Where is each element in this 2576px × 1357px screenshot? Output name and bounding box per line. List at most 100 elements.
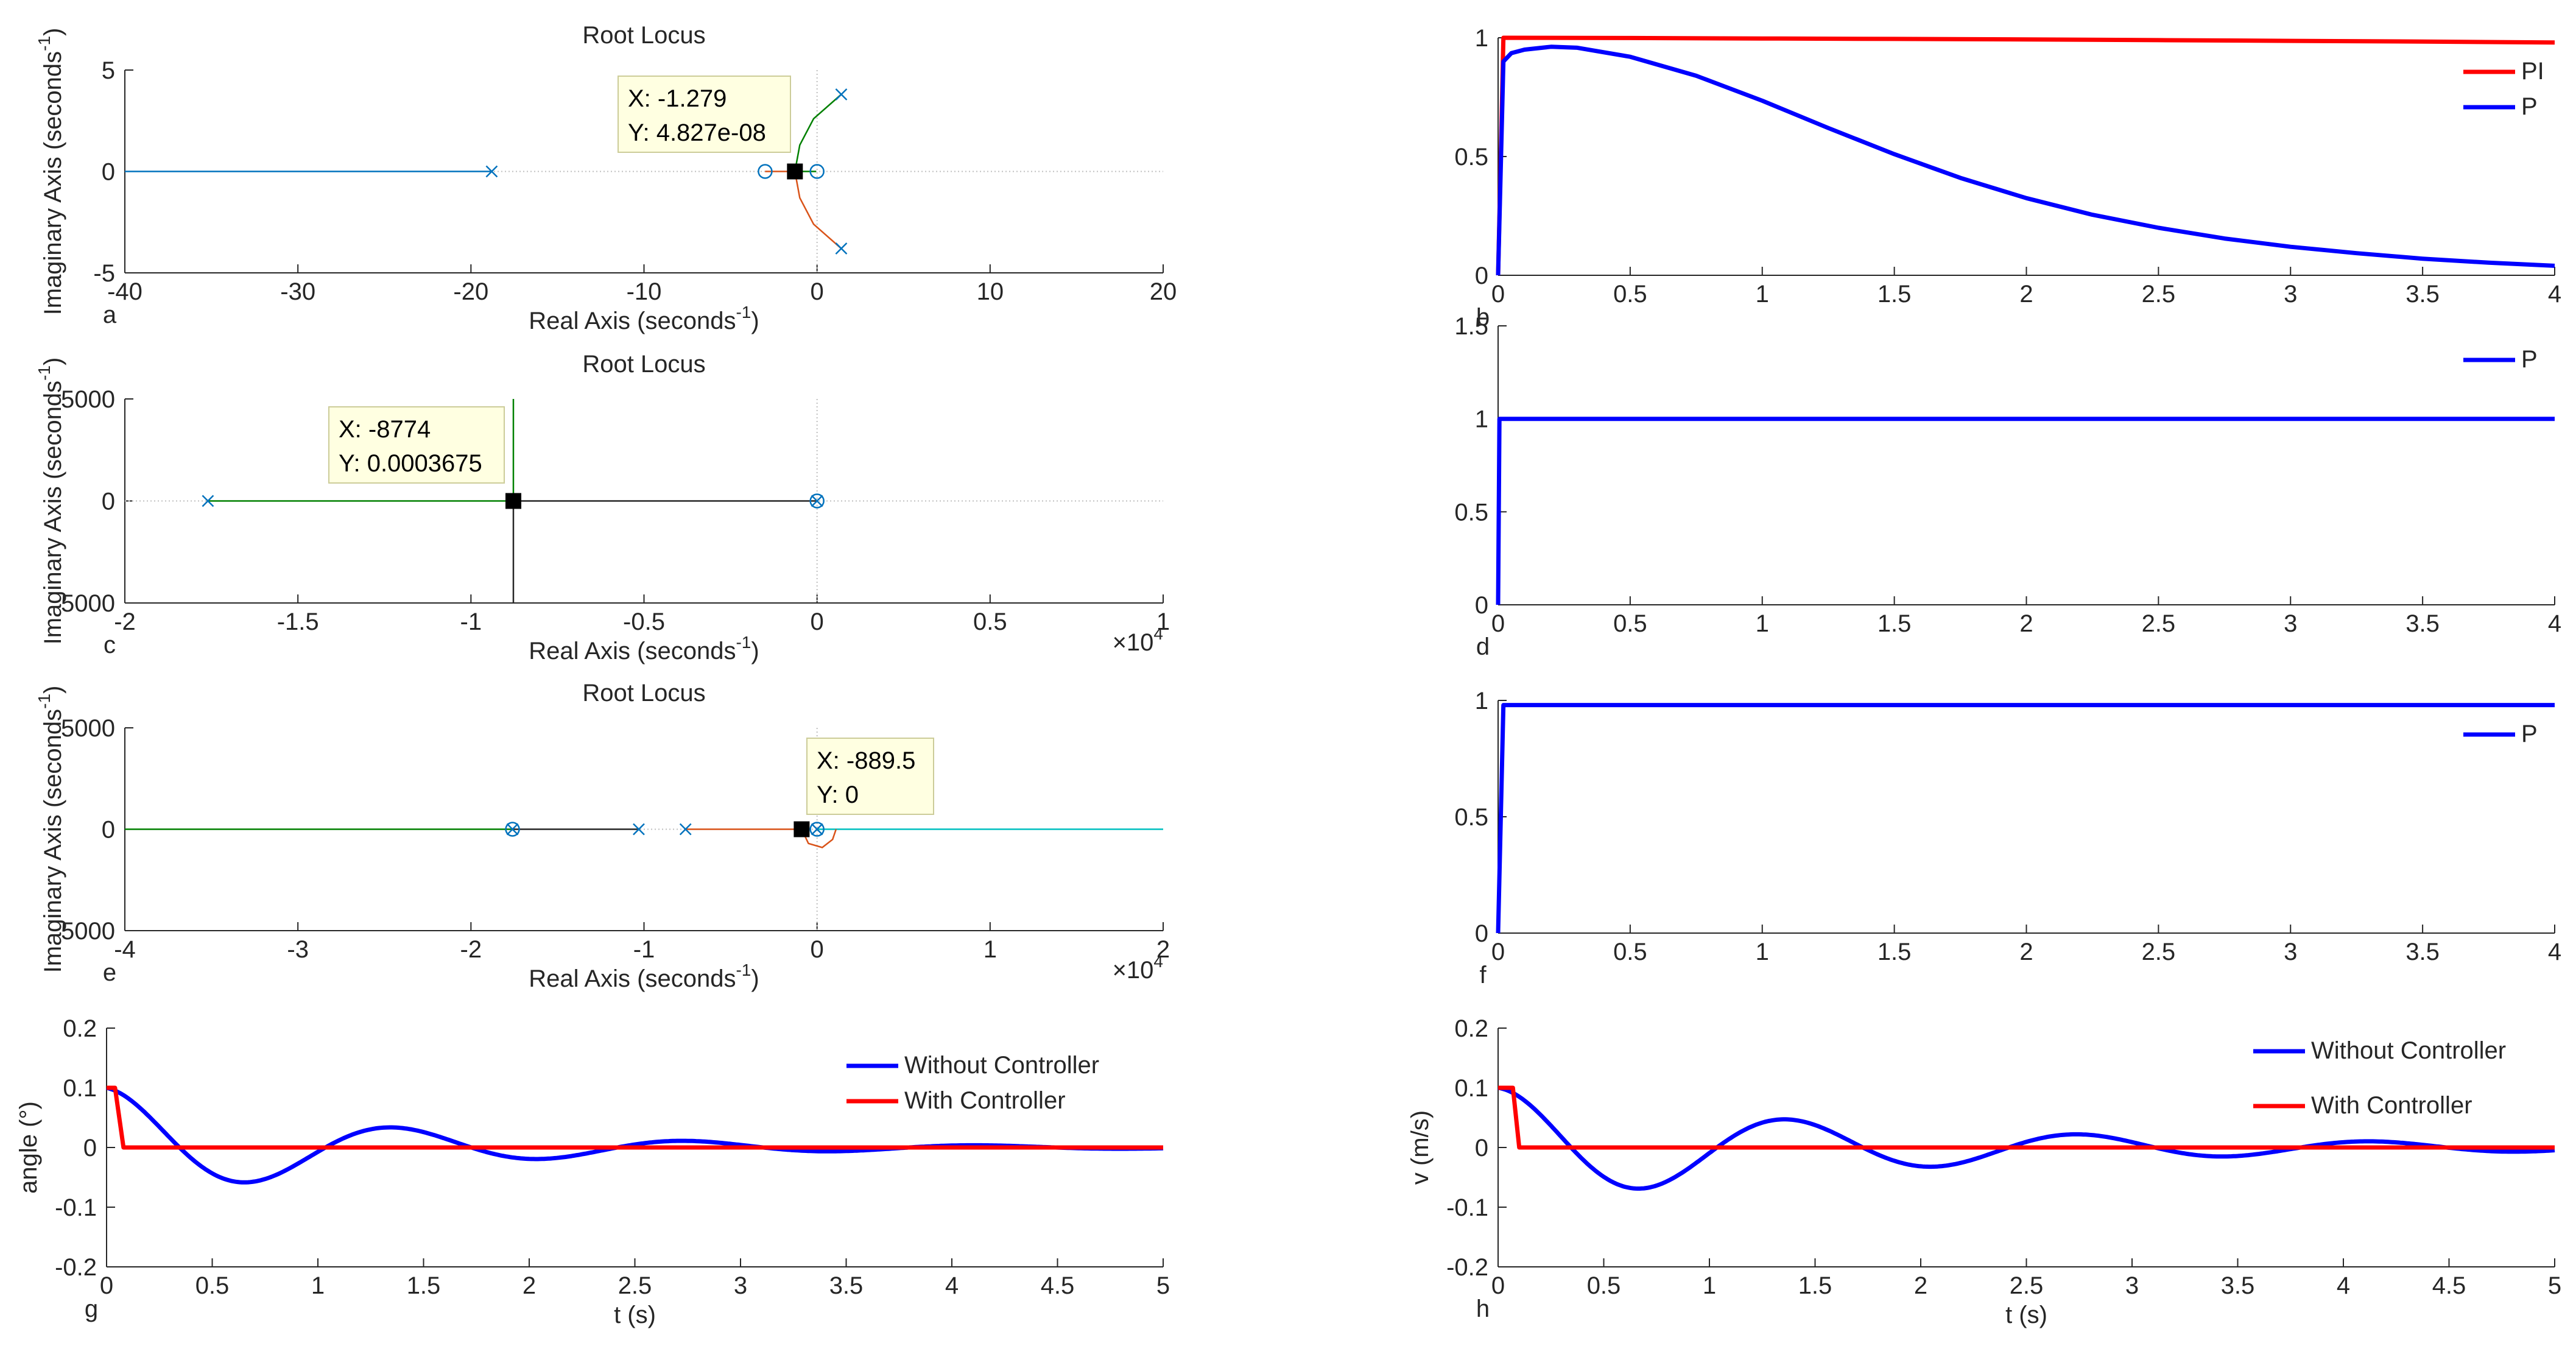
chart-title: Root Locus	[582, 351, 705, 378]
x-tick-label: 5	[1156, 1272, 1170, 1299]
x-tick-label: 2	[1156, 936, 1170, 963]
zero-marker	[758, 164, 773, 179]
x-tick-label: 0.5	[1613, 939, 1647, 965]
y-tick-label: 0	[83, 1135, 97, 1161]
x-tick-label: 0	[1491, 1272, 1505, 1299]
y-axis-label-end: )	[40, 358, 66, 365]
datatip-y-text: Y: 0	[817, 781, 859, 808]
pole-marker	[835, 242, 848, 255]
x-tick-label: 3.5	[2405, 610, 2440, 637]
locus-branch	[765, 171, 842, 249]
y-axis-label-main: Imaginary Axis (seconds	[40, 381, 66, 645]
datatip-x-text: X: -1.279	[628, 85, 727, 112]
y-tick-label: 5	[102, 57, 115, 84]
x-tick-label: 1	[1156, 608, 1170, 635]
panel-label: a	[103, 301, 117, 328]
y-axis-label: v (m/s)	[1407, 1110, 1434, 1185]
x-axis-label: Real Axis (seconds-1)	[529, 303, 759, 334]
x-tick-label: 1.5	[1877, 610, 1912, 637]
chart-f: 0 0.5 1 1.5 2 2.5 3 3.5 4 0 0.5 1 f P	[1454, 688, 2561, 989]
datatip-y-text: Y: 0.0003675	[339, 450, 482, 477]
datatip-x-text: X: -8774	[339, 416, 431, 443]
x-axis-label-end: )	[751, 308, 759, 334]
x-exponent-power: 4	[1153, 952, 1163, 971]
y-axis-label: angle (°)	[15, 1101, 42, 1194]
x-tick-label: 5	[2548, 1272, 2561, 1299]
x-tick-label: 3.5	[829, 1272, 864, 1299]
y-tick-label: 0.1	[63, 1075, 97, 1102]
y-tick-label: 0	[1475, 592, 1488, 619]
x-tick-label: 0	[1491, 610, 1505, 637]
x-tick-label: 1	[311, 1272, 325, 1299]
x-tick-label: 3.5	[2405, 939, 2440, 965]
legend: PI P	[2463, 58, 2544, 120]
series-line-p	[1496, 44, 2555, 276]
x-tick-label: 1.5	[1798, 1272, 1832, 1299]
series-line-p	[1496, 703, 2555, 934]
x-axis-label-end: )	[751, 638, 759, 664]
datatip-marker	[505, 493, 522, 509]
y-tick-label: 0.2	[1454, 1015, 1488, 1042]
x-axis-label: Real Axis (seconds-1)	[529, 633, 759, 664]
y-tick-label: 5000	[61, 715, 115, 742]
x-tick-label: 4	[2548, 939, 2561, 965]
x-tick-label: 3	[2125, 1272, 2139, 1299]
legend: Without Controller With Controller	[2253, 1037, 2506, 1119]
x-axis-label-sup: -1	[736, 303, 751, 322]
legend: Without Controller With Controller	[846, 1052, 1099, 1114]
x-tick-label: -1.5	[277, 608, 319, 635]
legend-entry: With Controller	[904, 1087, 1066, 1114]
series-line-p	[1496, 417, 2555, 605]
chart-title: Root Locus	[582, 22, 705, 49]
x-tick-label: -30	[280, 278, 315, 305]
legend-entry: P	[2521, 346, 2538, 373]
x-exponent-base: ×10	[1113, 629, 1154, 656]
pole-marker	[679, 823, 692, 836]
x-axis-label-main: t (s)	[614, 1302, 656, 1328]
x-tick-label: 4.5	[2432, 1272, 2466, 1299]
x-tick-label: 2	[2019, 610, 2033, 637]
x-tick-label: -1	[633, 936, 655, 963]
x-tick-label: 3.5	[2405, 281, 2440, 308]
legend-entry: With Controller	[2311, 1092, 2472, 1119]
legend: P	[2463, 721, 2538, 747]
y-axis-label-end: )	[40, 28, 66, 36]
x-tick-label: 0	[1491, 939, 1505, 965]
panel-label: h	[1476, 1295, 1490, 1322]
x-tick-label: -20	[453, 278, 488, 305]
x-tick-label: 0.5	[973, 608, 1007, 635]
y-tick-label: 5000	[61, 386, 115, 413]
x-tick-label: -4	[114, 936, 136, 963]
series-line-with-controller	[1498, 1085, 2555, 1150]
x-tick-label: -10	[627, 278, 662, 305]
x-tick-label: 0	[100, 1272, 113, 1299]
datatip-box	[806, 738, 934, 815]
y-tick-label: 1	[1475, 406, 1488, 433]
chart-c: -2 -1.5 -1 -0.5 0 0.5 1 5000 0 5000 Root Locus c Rea…	[35, 351, 1170, 664]
x-axis-label: Real Axis (seconds-1)	[529, 960, 759, 992]
y-axis-label-main: angle (°)	[15, 1101, 42, 1194]
y-axis-label-sup: -1	[35, 36, 54, 51]
x-axis-label-sup: -1	[736, 633, 751, 652]
x-tick-label: 1	[984, 936, 997, 963]
datatip-box	[328, 406, 505, 484]
x-axis-label: t (s)	[2005, 1302, 2047, 1328]
zero-marker	[809, 493, 825, 509]
x-tick-label: 1	[1756, 610, 1769, 637]
y-axis-label-main: Imaginary Axis (seconds	[40, 51, 66, 315]
x-tick-label: 2.5	[2142, 939, 2176, 965]
x-axis-label-main: t (s)	[2005, 1302, 2047, 1328]
x-tick-label: 2	[1914, 1272, 1927, 1299]
x-tick-label: -2	[114, 608, 136, 635]
pole-marker	[835, 88, 848, 100]
x-tick-label: 2.5	[2010, 1272, 2044, 1299]
panel-label: e	[103, 959, 116, 986]
panel-label: d	[1476, 633, 1490, 660]
x-tick-label: 2	[2019, 939, 2033, 965]
x-tick-label: -3	[287, 936, 309, 963]
x-tick-label: -0.5	[623, 608, 665, 635]
chart-g: 0 0.5 1 1.5 2 2.5 3 3.5 4 4.5 5 -0.2 -0.1 0 0.1 0.2 g t (…	[15, 1015, 1170, 1328]
zero-marker	[809, 164, 825, 179]
legend-entry: P	[2521, 721, 2538, 747]
y-tick-label: -0.2	[55, 1254, 97, 1281]
